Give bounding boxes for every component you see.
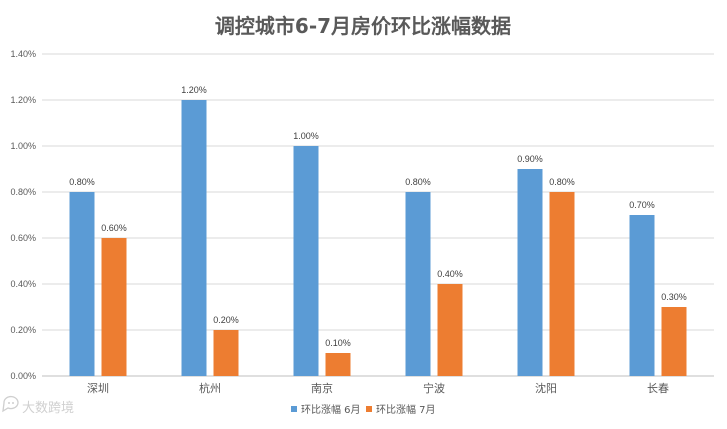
y-tick-label: 0.40% [10,279,36,289]
y-tick-label: 0.80% [10,187,36,197]
bar-july [437,284,463,376]
bar-june [181,100,207,376]
data-label: 0.80% [549,177,575,187]
legend-label: 环比涨幅 7月 [376,403,436,416]
data-label: 0.20% [213,315,239,325]
data-label: 0.60% [101,223,127,233]
y-tick-label: 0.00% [10,371,36,381]
bar-june [517,169,543,376]
bar-july [101,238,127,376]
legend-swatch [291,406,297,412]
x-category-label: 南京 [311,381,333,395]
chart-title: 调控城市6-7月房价环比涨幅数据 [215,14,511,38]
data-label: 0.10% [325,338,351,348]
watermark: 大数跨境 [2,395,74,416]
y-tick-label: 1.20% [10,95,36,105]
data-label: 0.90% [517,154,543,164]
watermark-text: 大数跨境 [22,401,74,416]
y-tick-label: 0.60% [10,233,36,243]
bar-july [325,353,351,376]
x-category-label: 宁波 [423,381,445,395]
data-label: 1.20% [181,85,207,95]
bar-july [661,307,687,376]
x-category-label: 杭州 [199,381,221,395]
x-category-label: 沈阳 [535,381,557,395]
chat-bubble-icon [2,395,19,413]
bar-june [69,192,95,376]
data-label: 1.00% [293,131,319,141]
data-label: 0.80% [405,177,431,187]
bar-july [549,192,575,376]
y-tick-label: 1.00% [10,141,36,151]
y-axis-ticks: 0.00% 0.20% 0.40% 0.60% 0.80% 1.00% 1.20% 1.40% [10,49,36,381]
legend-label: 环比涨幅 6月 [301,403,361,416]
x-category-label: 深圳 [87,382,109,395]
bar-june [405,192,431,376]
legend: 环比涨幅 6月 环比涨幅 7月 [291,403,436,416]
data-label: 0.70% [629,200,655,210]
bars [69,100,687,376]
legend-swatch [366,406,372,412]
y-tick-label: 0.20% [10,325,36,335]
data-labels: 0.80% 0.60% 1.20% 0.20% 1.00% 0.10% 0.80% 0.40%… [69,85,687,348]
x-axis-categories: 深圳 杭州 南京 宁波 沈阳 长春 [87,381,669,395]
data-label: 0.40% [437,269,463,279]
bar-july [213,330,239,376]
y-tick-label: 1.40% [10,49,36,59]
x-category-label: 长春 [647,382,669,395]
data-label: 0.30% [661,292,687,302]
bar-june [293,146,319,376]
gridlines [42,53,714,377]
data-label: 0.80% [69,177,95,187]
bar-june [629,215,655,376]
